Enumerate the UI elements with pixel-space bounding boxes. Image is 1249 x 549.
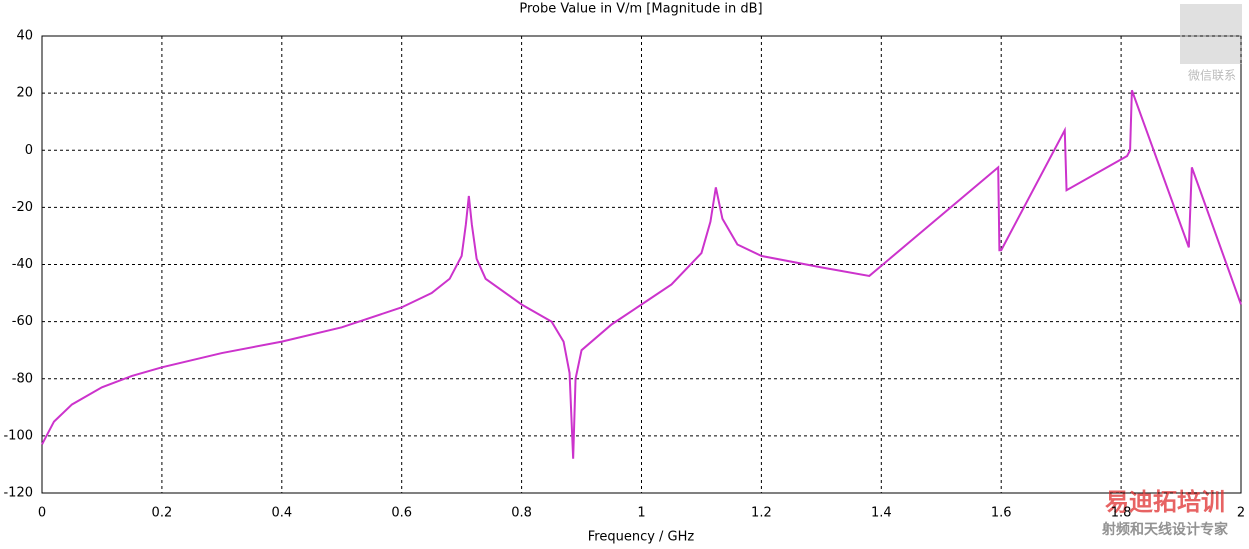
x-tick-label: 0 [38,506,46,521]
x-tick-label: 1.2 [751,506,772,521]
y-tick-label: 20 [16,86,33,101]
qr-code [1180,4,1242,64]
y-tick-label: 0 [25,143,33,158]
y-tick-label: -100 [3,428,33,443]
x-tick-label: 1.8 [1111,506,1132,521]
y-tick-label: -80 [12,371,33,386]
y-tick-label: -20 [12,200,33,215]
x-tick-label: 1 [637,506,645,521]
x-tick-label: 1.6 [991,506,1012,521]
x-tick-label: 1.4 [871,506,892,521]
y-tick-label: 40 [16,29,33,44]
x-axis-label: Frequency / GHz [588,530,695,545]
x-tick-label: 2 [1237,506,1245,521]
watermark: 射频和天线设计专家 [1101,521,1229,538]
watermark: 微信联系 [1188,69,1236,83]
x-tick-label: 0.2 [152,506,173,521]
x-tick-label: 0.8 [511,506,532,521]
x-tick-label: 0.4 [271,506,292,521]
y-tick-label: -60 [12,314,33,329]
y-tick-label: -120 [3,486,33,501]
x-tick-label: 0.6 [391,506,412,521]
chart-title: Probe Value in V/m [Magnitude in dB] [519,2,762,17]
data-line [41,89,1242,459]
y-tick-label: -40 [12,257,33,272]
